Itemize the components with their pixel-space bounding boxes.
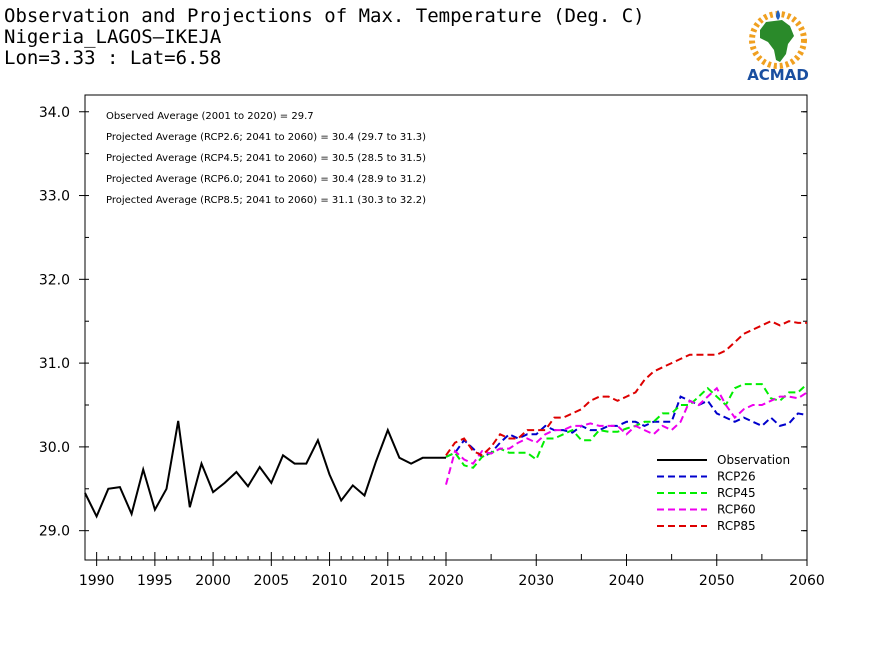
legend-label: RCP45 bbox=[717, 486, 756, 500]
water-drop-icon bbox=[776, 10, 780, 20]
axes: 1990 1995 2000 2005 2010 2015 2020 2030 2040 2050… bbox=[39, 105, 825, 589]
stat-annotation: Projected Average (RCP8.5; 2041 to 2060)… bbox=[106, 195, 426, 206]
legend: Observation RCP26 RCP45 RCP60 RCP85 bbox=[657, 453, 790, 533]
y-tick-label: 34.0 bbox=[39, 105, 70, 121]
x-tick-label: 1995 bbox=[137, 573, 173, 589]
stat-annotation: Observed Average (2001 to 2020) = 29.7 bbox=[106, 111, 314, 122]
acmad-logo: ACMAD bbox=[747, 10, 809, 84]
series-rcp45 bbox=[445, 383, 808, 469]
series-rcp85 bbox=[445, 320, 807, 457]
series-rcp60 bbox=[445, 386, 808, 485]
series-lines bbox=[84, 320, 808, 519]
legend-label: RCP60 bbox=[717, 503, 756, 517]
x-tick-label: 2015 bbox=[370, 573, 406, 589]
chart-title: Observation and Projections of Max. Temp… bbox=[4, 5, 645, 27]
x-tick-label: 2030 bbox=[518, 573, 554, 589]
stat-annotation: Projected Average (RCP6.0; 2041 to 2060)… bbox=[106, 174, 426, 185]
legend-label: Observation bbox=[717, 453, 790, 467]
legend-label: RCP26 bbox=[717, 470, 756, 484]
plot-frame bbox=[84, 94, 808, 561]
y-tick-label: 31.0 bbox=[39, 356, 70, 372]
x-tick-label: 2010 bbox=[312, 573, 348, 589]
station-coords: Lon=3.33 : Lat=6.58 bbox=[4, 47, 222, 69]
y-tick-label: 32.0 bbox=[39, 272, 70, 288]
y-tick-label: 29.0 bbox=[39, 524, 70, 540]
y-tick-label: 30.0 bbox=[39, 440, 70, 456]
x-tick-label: 1990 bbox=[79, 573, 115, 589]
x-tick-label: 2050 bbox=[699, 573, 735, 589]
stat-annotation: Projected Average (RCP2.6; 2041 to 2060)… bbox=[106, 132, 426, 143]
africa-map-icon bbox=[760, 20, 794, 62]
x-tick-label: 2000 bbox=[195, 573, 231, 589]
legend-label: RCP85 bbox=[717, 519, 756, 533]
logo-text: ACMAD bbox=[747, 66, 809, 84]
y-tick-label: 33.0 bbox=[39, 189, 70, 205]
station-name: Nigeria_LAGOS—IKEJA bbox=[4, 26, 222, 48]
series-observation bbox=[84, 420, 446, 519]
annotations: Observed Average (2001 to 2020) = 29.7 Pr… bbox=[106, 111, 426, 206]
title-block: Observation and Projections of Max. Temp… bbox=[4, 6, 645, 69]
series-rcp26 bbox=[445, 395, 808, 459]
stat-annotation: Projected Average (RCP4.5; 2041 to 2060)… bbox=[106, 153, 426, 164]
x-tick-label: 2005 bbox=[254, 573, 290, 589]
x-tick-label: 2060 bbox=[789, 573, 825, 589]
x-tick-label: 2040 bbox=[609, 573, 645, 589]
x-tick-label: 2020 bbox=[428, 573, 464, 589]
